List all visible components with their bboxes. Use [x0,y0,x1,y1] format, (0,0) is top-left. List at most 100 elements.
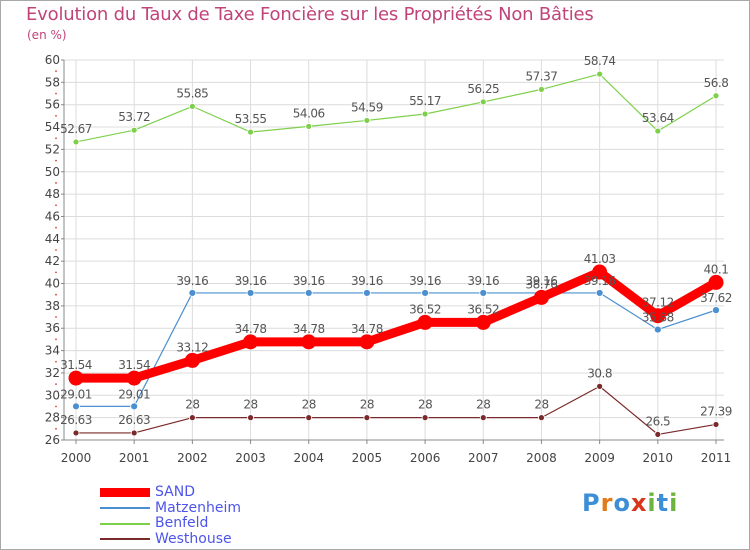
data-point-westhouse [479,414,487,422]
x-tick-label: 2011 [701,451,732,465]
y-tick-label: 46 [45,209,60,223]
y-minor-dot [55,293,57,296]
data-label: 53.64 [642,111,674,125]
y-tick-label: 52 [45,142,60,156]
data-label: 37.12 [642,296,674,310]
data-label: 55.85 [176,86,208,100]
x-tick-label: 2009 [584,451,615,465]
logo-letter: i [669,489,679,517]
logo-letter: t [656,489,670,517]
data-label: 28 [534,398,548,412]
data-point-sand [417,314,433,330]
legend-item-sand: SAND [100,485,360,501]
y-tick-label: 28 [45,411,60,425]
y-tick-label: 44 [45,232,60,246]
proxiti-logo: Proxiti [582,489,678,517]
data-point-sand [475,314,491,330]
data-point-westhouse [538,414,545,422]
series-line-benfeld [75,73,717,143]
y-tick-label: 30 [45,388,60,402]
data-label: 39.16 [293,274,325,288]
data-label: 34.78 [351,322,383,336]
data-point-matzenheim [72,402,80,411]
data-label: 26.63 [118,413,150,427]
data-label: 52.67 [60,122,92,136]
y-minor-dot [55,249,57,251]
data-label: 31.54 [118,358,150,372]
data-point-westhouse [188,414,196,422]
data-point-westhouse [130,429,138,437]
data-label: 27.39 [700,404,732,418]
data-label: 28 [302,398,316,412]
x-tick-label: 2004 [293,451,324,465]
x-tick-label: 2010 [643,451,674,465]
y-minor-dot [55,383,57,386]
data-label: 28 [476,398,490,412]
legend-label: SAND [155,484,195,501]
data-point-matzenheim [712,306,720,315]
y-minor-dot [55,360,57,363]
legend-swatch [100,538,150,541]
y-minor-dot [55,182,57,184]
legend-label: Matzenheim [155,499,241,516]
data-label: 28 [418,398,432,412]
y-minor-dot [55,114,57,117]
legend-label: Benfeld [155,515,209,532]
x-tick-label: 2002 [177,451,208,465]
data-point-matzenheim [421,289,429,297]
data-label: 30.8 [587,366,612,380]
y-minor-dot [55,427,57,430]
data-label: 28 [185,398,199,412]
data-label: 54.06 [293,106,325,120]
data-point-benfeld [421,110,429,118]
data-point-benfeld [363,117,371,124]
data-label: 39.16 [467,274,499,288]
logo-letter: r [600,489,614,517]
data-label: 39.16 [584,274,616,288]
data-point-benfeld [72,138,80,146]
y-tick-label: 42 [45,254,60,268]
y-minor-dot [55,92,57,95]
data-label: 39.16 [526,274,558,288]
y-tick-label: 32 [45,366,60,380]
data-point-sand [184,352,200,368]
legend-swatch [100,507,150,510]
x-tick-label: 2008 [526,451,557,465]
data-point-benfeld [305,122,313,130]
data-label: 41.03 [584,252,616,266]
data-label: 56.8 [704,76,729,90]
data-label: 28 [243,398,257,412]
y-tick-label: 40 [45,277,60,291]
data-point-westhouse [596,382,604,390]
data-point-benfeld [538,85,545,93]
y-tick-label: 36 [45,321,60,335]
data-label: 26.63 [60,413,92,427]
data-label: 34.78 [235,322,267,336]
y-minor-dot [55,204,57,207]
data-point-westhouse [421,414,429,422]
data-label: 37.62 [700,291,732,305]
data-label: 57.37 [526,69,558,83]
data-point-westhouse [654,431,662,438]
y-minor-dot [55,159,57,162]
x-tick-label: 2003 [235,451,266,465]
x-tick-label: 2006 [410,451,441,465]
data-point-sand [126,370,142,386]
x-tick-label: 2005 [352,451,383,465]
data-point-benfeld [130,126,138,134]
data-point-benfeld [188,102,196,110]
data-label: 38.76 [526,277,558,291]
data-label: 34.78 [293,322,325,336]
data-label: 26.5 [645,414,670,428]
data-point-matzenheim [479,289,488,297]
series-line-sand [71,267,721,383]
data-point-matzenheim [363,289,371,297]
plot-area [64,60,724,440]
x-tick-label: 2001 [119,451,150,465]
y-tick-label: 56 [45,98,60,112]
data-label: 53.55 [235,112,267,126]
data-label: 39.16 [351,274,383,288]
data-label: 35.88 [642,311,674,325]
data-point-matzenheim [188,289,197,297]
